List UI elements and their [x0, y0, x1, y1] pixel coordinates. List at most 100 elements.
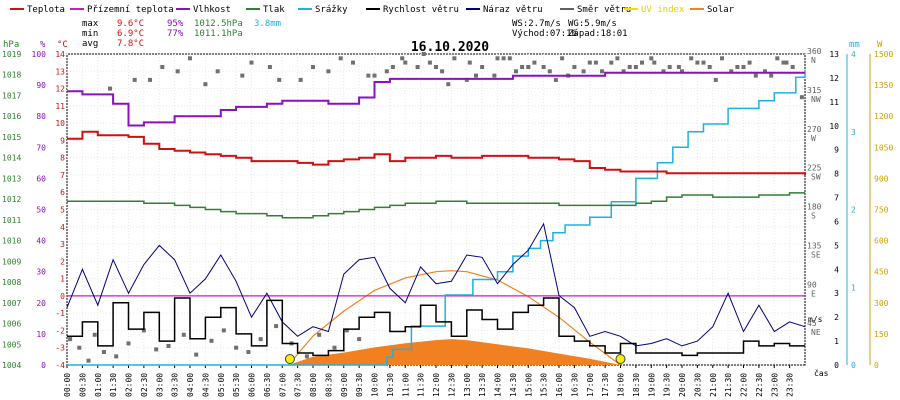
series-wind-direction-point: [627, 65, 632, 69]
tick-label-direction-deg: 360: [807, 47, 822, 56]
tick-label-hpa: 1017: [2, 91, 21, 100]
axis-title-mm: mm: [849, 40, 860, 50]
tick-label-degc: -4: [55, 361, 65, 370]
tick-label-degc: 9: [60, 136, 65, 145]
x-tick-label: 14:30: [509, 373, 518, 397]
tick-label-hpa: 1013: [2, 174, 21, 183]
series-wind-direction-point: [553, 77, 558, 82]
x-tick-label: 19:30: [663, 373, 672, 397]
tick-label-direction-cardinal: NE: [811, 328, 821, 337]
series-wind-direction-point: [188, 56, 192, 61]
series-rain: [67, 69, 806, 366]
series-wind-direction-point: [741, 65, 746, 69]
tick-label-ms: 3: [834, 289, 839, 298]
series-wind-direction-point: [215, 69, 220, 74]
series-wind-direction-point: [427, 60, 432, 65]
x-tick-label: 07:30: [294, 373, 303, 397]
series-wind-direction-point: [277, 77, 282, 82]
series-wind-direction-point: [68, 337, 73, 342]
axis-title-degc: °C: [57, 40, 68, 50]
tick-label-degc: 4: [60, 223, 65, 232]
series-wind-direction-point: [209, 338, 214, 343]
tick-label-degc: 3: [60, 240, 65, 249]
legend-label: Rychlost větru: [383, 5, 459, 15]
series-wind-direction-point: [141, 328, 146, 333]
tick-label-direction-deg: 270: [807, 125, 822, 134]
series-wind-direction-point: [311, 65, 315, 69]
series-wind-direction-point: [384, 69, 389, 74]
tick-label-degc: -3: [55, 344, 65, 353]
x-tick-label: 19:00: [647, 373, 656, 397]
series-wind-direction-point: [114, 354, 119, 359]
tick-label-percent: 10: [36, 330, 46, 339]
series-wind-direction-point: [621, 69, 626, 74]
stat-avg-temp: 7.8°C: [117, 39, 144, 49]
x-tick-label: 12:30: [447, 373, 456, 397]
series-wind-direction-point: [415, 65, 420, 69]
tick-label-ms: 5: [834, 241, 839, 250]
stat-min-hum: 77%: [167, 29, 184, 39]
tick-label-degc: 7: [60, 171, 65, 180]
series-wind-direction-point: [154, 347, 159, 352]
series-wind-direction-point: [421, 52, 426, 56]
series-wind-direction-point: [735, 65, 740, 69]
tick-label-direction-cardinal: W: [811, 134, 816, 143]
tick-label-direction-deg: 315: [807, 86, 822, 95]
stat-max-hum: 95%: [167, 19, 184, 29]
series-wind-direction-point: [680, 69, 684, 74]
series-wind-direction-point: [372, 73, 377, 78]
chart-legend: Teplota Přízemní teplota Vlhkost Tlak Srážky…: [10, 5, 735, 15]
series-wind-direction-point: [338, 56, 343, 61]
series-wind-direction-point: [615, 56, 620, 61]
tick-label-degc: 8: [60, 154, 65, 163]
stat-max-label: max: [82, 19, 99, 29]
legend-label: Teplota: [27, 5, 65, 15]
series-wind-direction-point: [332, 345, 337, 350]
x-tick-label: 05:30: [232, 373, 241, 397]
x-tick-label: 11:00: [401, 373, 410, 397]
series-wind-direction-point: [676, 65, 681, 69]
tick-label-percent: 90: [36, 81, 46, 90]
tick-label-hpa: 1004: [2, 361, 21, 370]
series-wind-direction-point: [747, 60, 752, 65]
uv-index-marker: [284, 354, 295, 364]
axis-title-percent: %: [40, 40, 46, 50]
tick-label-ms: 7: [834, 194, 839, 203]
tick-label-degc: 11: [55, 102, 65, 111]
x-tick-label: 08:30: [324, 373, 333, 397]
series-wind-direction-point: [581, 69, 586, 74]
tick-label-ms: 9: [834, 146, 839, 155]
series-wind-direction-point: [234, 345, 239, 350]
x-tick-label: 22:30: [755, 373, 764, 397]
series-wind-direction-point: [240, 73, 245, 78]
series-wind-direction-point: [480, 65, 485, 69]
series-wind-gust: [66, 222, 806, 347]
x-tick-label: 17:00: [586, 373, 595, 397]
series-wind-direction-point: [203, 82, 208, 87]
tick-label-direction-deg: 45: [807, 319, 817, 328]
series-wind-direction-point: [351, 60, 355, 65]
x-tick-label: 09:30: [355, 373, 364, 397]
tick-label-direction-cardinal: E: [811, 289, 816, 298]
tick-label-degc: -1: [55, 309, 65, 318]
series-wind-direction-point: [400, 56, 405, 61]
tick-label-mm: 3: [851, 128, 856, 137]
tick-label-mm: 0: [851, 361, 856, 370]
tick-label-direction-deg: 180: [807, 203, 822, 212]
series-wind-direction-point: [249, 60, 254, 65]
x-tick-label: 12:00: [432, 373, 441, 397]
tick-label-hpa: 1010: [2, 237, 21, 246]
series-wind-direction-point: [609, 60, 614, 65]
series-wind-direction-point: [547, 69, 552, 74]
tick-label-hpa: 1012: [2, 195, 21, 204]
right-axes: 360N315NW270W225SW180S135SE90E45NE131211…: [807, 47, 893, 370]
x-tick-label: 17:30: [601, 373, 610, 397]
tick-label-direction-cardinal: N: [811, 56, 816, 65]
series-wind-direction-point: [640, 60, 644, 65]
series-wind-direction-point: [467, 60, 472, 65]
x-tick-label: 15:00: [524, 373, 533, 397]
series-wind-direction-point: [160, 65, 165, 69]
tick-label-percent: 20: [36, 299, 46, 308]
x-tick-label: 00:00: [63, 373, 72, 397]
series-wind-direction-point: [514, 69, 518, 74]
